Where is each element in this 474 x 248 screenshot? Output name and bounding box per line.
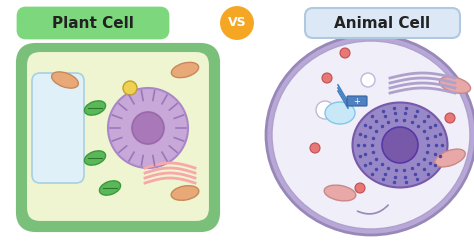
Circle shape [361,73,375,87]
Ellipse shape [439,77,471,93]
Ellipse shape [84,101,106,115]
Circle shape [132,112,164,144]
Ellipse shape [108,88,188,168]
Text: VS: VS [228,17,246,30]
Ellipse shape [171,186,199,200]
Circle shape [123,81,137,95]
Ellipse shape [100,181,120,195]
Circle shape [340,48,350,58]
Ellipse shape [266,35,474,235]
Circle shape [445,113,455,123]
Circle shape [355,183,365,193]
Ellipse shape [325,102,355,124]
FancyBboxPatch shape [26,51,210,222]
Ellipse shape [272,41,470,229]
Ellipse shape [435,149,465,167]
Text: Plant Cell: Plant Cell [52,15,134,31]
Ellipse shape [353,102,447,187]
FancyBboxPatch shape [18,8,168,38]
FancyBboxPatch shape [32,73,84,183]
Ellipse shape [52,72,78,88]
FancyBboxPatch shape [305,8,460,38]
Circle shape [322,73,332,83]
Circle shape [382,127,418,163]
FancyBboxPatch shape [347,96,367,106]
Circle shape [316,101,334,119]
Ellipse shape [324,185,356,201]
Circle shape [310,143,320,153]
Text: +: + [354,96,360,105]
Circle shape [219,5,255,41]
Text: Animal Cell: Animal Cell [334,15,430,31]
FancyBboxPatch shape [18,45,218,230]
Ellipse shape [84,151,106,165]
Ellipse shape [172,62,199,78]
